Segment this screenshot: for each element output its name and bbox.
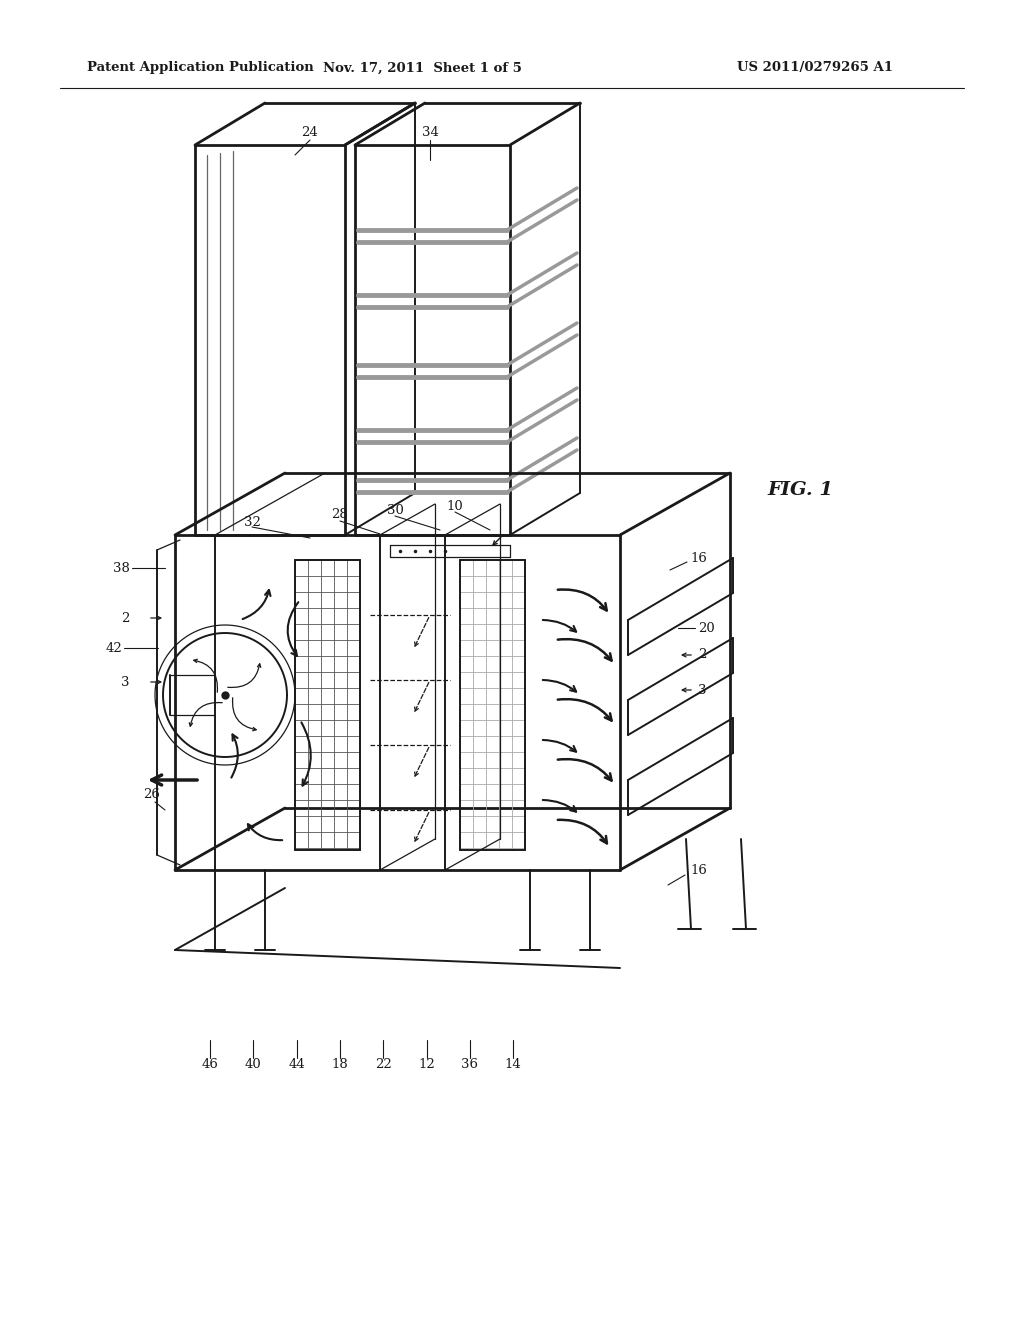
Text: FIG. 1: FIG. 1	[767, 480, 833, 499]
Text: 44: 44	[289, 1059, 305, 1072]
Text: 2: 2	[698, 648, 707, 661]
Text: 46: 46	[202, 1059, 218, 1072]
Text: 20: 20	[698, 622, 715, 635]
Text: 40: 40	[245, 1059, 261, 1072]
Text: 34: 34	[422, 127, 438, 140]
Text: 36: 36	[462, 1059, 478, 1072]
Text: 30: 30	[387, 503, 403, 516]
Text: 32: 32	[244, 516, 260, 528]
Text: 28: 28	[332, 508, 348, 521]
Text: 24: 24	[302, 127, 318, 140]
Text: 42: 42	[105, 642, 122, 655]
Text: 22: 22	[375, 1059, 391, 1072]
Text: Patent Application Publication: Patent Application Publication	[87, 62, 313, 74]
Text: 3: 3	[698, 684, 707, 697]
Text: 2: 2	[122, 611, 130, 624]
Text: 38: 38	[113, 561, 130, 574]
Text: 26: 26	[143, 788, 161, 801]
Text: 12: 12	[419, 1059, 435, 1072]
Text: 16: 16	[690, 552, 707, 565]
Text: 3: 3	[122, 676, 130, 689]
Text: US 2011/0279265 A1: US 2011/0279265 A1	[737, 62, 893, 74]
Text: 18: 18	[332, 1059, 348, 1072]
Text: 10: 10	[446, 499, 464, 512]
Text: 14: 14	[505, 1059, 521, 1072]
Text: 16: 16	[690, 863, 707, 876]
Text: Nov. 17, 2011  Sheet 1 of 5: Nov. 17, 2011 Sheet 1 of 5	[323, 62, 521, 74]
